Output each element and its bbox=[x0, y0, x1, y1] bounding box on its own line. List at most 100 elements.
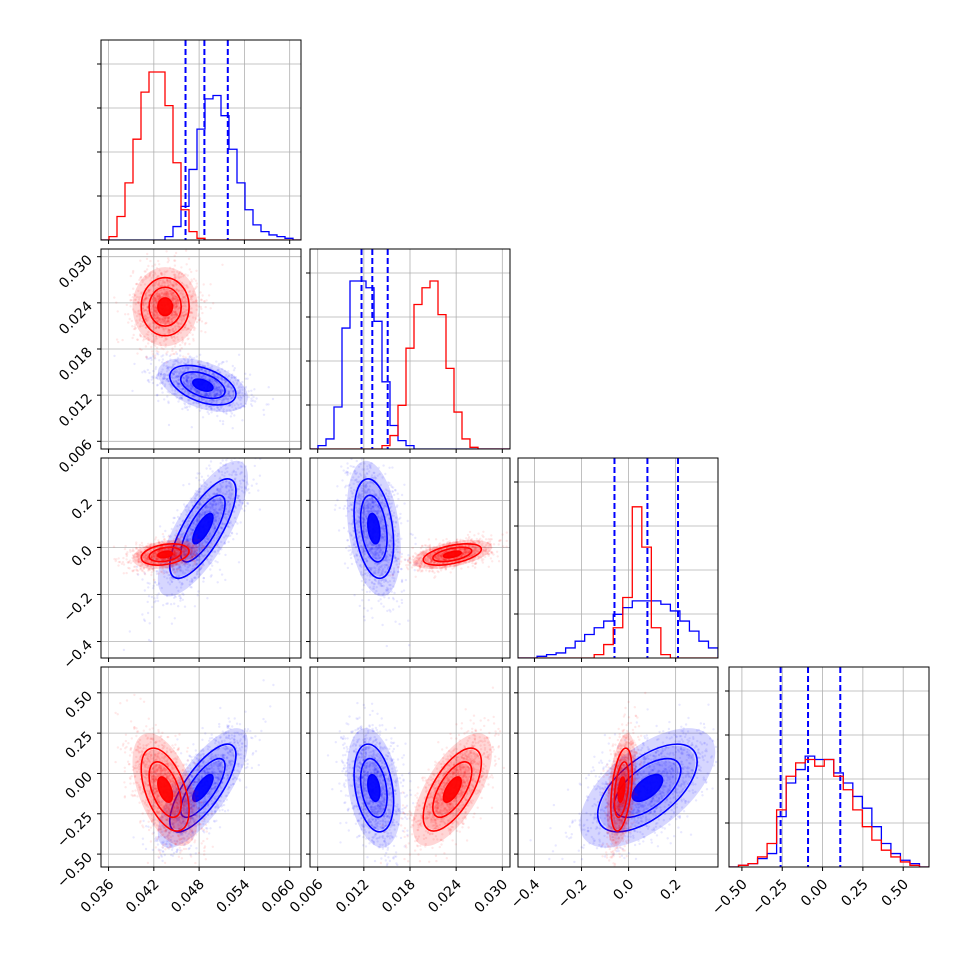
scatter-point bbox=[186, 385, 189, 388]
scatter-point bbox=[185, 284, 188, 287]
scatter-point bbox=[174, 379, 177, 383]
scatter-point bbox=[237, 392, 241, 395]
scatter-point bbox=[152, 325, 155, 328]
scatter-point bbox=[153, 296, 157, 300]
scatter-point bbox=[179, 594, 182, 598]
scatter-point bbox=[184, 389, 187, 392]
scatter-point bbox=[204, 394, 207, 397]
scatter-point bbox=[190, 298, 193, 301]
scatter-point bbox=[191, 385, 195, 389]
scatter-point bbox=[141, 320, 144, 323]
scatter-point bbox=[146, 312, 149, 315]
scatter-point bbox=[167, 366, 170, 369]
scatter-point bbox=[124, 313, 127, 316]
scatter-point bbox=[182, 310, 185, 313]
scatter-point bbox=[184, 297, 187, 301]
scatter-point bbox=[148, 274, 151, 277]
scatter-point bbox=[244, 504, 247, 508]
scatter-point bbox=[196, 389, 200, 393]
scatter-point bbox=[219, 389, 222, 392]
scatter-point bbox=[160, 381, 163, 385]
scatter-point bbox=[166, 380, 170, 383]
scatter-point bbox=[222, 398, 225, 401]
scatter-point bbox=[164, 321, 167, 325]
scatter-point bbox=[170, 375, 173, 378]
scatter-point bbox=[154, 365, 158, 369]
scatter-point bbox=[189, 385, 193, 388]
scatter-point bbox=[217, 386, 221, 389]
scatter-point bbox=[227, 390, 230, 393]
scatter-point bbox=[144, 270, 147, 273]
scatter-point bbox=[198, 317, 202, 320]
scatter-point bbox=[211, 373, 214, 376]
scatter-point bbox=[152, 343, 156, 346]
scatter-point bbox=[177, 362, 180, 365]
scatter-point bbox=[156, 295, 159, 298]
scatter-point bbox=[153, 284, 156, 287]
scatter-point bbox=[192, 375, 196, 379]
scatter-point bbox=[208, 399, 211, 403]
scatter-point bbox=[157, 326, 161, 329]
scatter-point bbox=[205, 467, 208, 470]
scatter-point bbox=[183, 376, 186, 380]
scatter-point bbox=[146, 306, 149, 309]
scatter-point bbox=[181, 367, 184, 370]
scatter-point bbox=[149, 259, 152, 263]
scatter-point bbox=[188, 290, 191, 294]
scatter-point bbox=[181, 407, 184, 411]
scatter-point bbox=[189, 388, 192, 391]
scatter-point bbox=[175, 529, 178, 532]
scatter-point bbox=[184, 273, 187, 276]
scatter-point bbox=[184, 323, 187, 327]
scatter-point bbox=[190, 388, 193, 391]
scatter-point bbox=[199, 404, 202, 407]
scatter-point bbox=[159, 293, 162, 296]
scatter-point bbox=[129, 299, 132, 302]
scatter-point bbox=[173, 259, 176, 262]
scatter-point bbox=[239, 406, 243, 409]
scatter-point bbox=[215, 385, 219, 388]
scatter-point bbox=[182, 328, 185, 331]
scatter-point bbox=[186, 367, 190, 370]
scatter-point bbox=[132, 269, 135, 273]
scatter-point bbox=[155, 301, 158, 304]
scatter-point bbox=[139, 259, 142, 262]
scatter-point bbox=[177, 382, 180, 386]
scatter-point bbox=[250, 389, 253, 392]
histogram-step bbox=[518, 506, 718, 658]
scatter-point bbox=[210, 408, 214, 411]
scatter-point bbox=[171, 349, 174, 353]
scatter-point bbox=[157, 572, 160, 575]
scatter-point bbox=[204, 322, 207, 325]
scatter-point bbox=[159, 374, 162, 377]
scatter-point bbox=[244, 372, 247, 375]
scatter-point bbox=[224, 396, 227, 400]
scatter-point bbox=[180, 291, 183, 295]
scatter-point bbox=[195, 285, 198, 288]
scatter-point bbox=[160, 373, 163, 376]
scatter-point bbox=[236, 379, 240, 382]
scatter-point bbox=[215, 375, 219, 378]
scatter-point bbox=[186, 374, 189, 378]
scatter-point bbox=[150, 573, 153, 577]
scatter-point bbox=[202, 478, 205, 482]
scatter-point bbox=[187, 376, 191, 379]
scatter-point bbox=[182, 295, 185, 299]
scatter-point bbox=[195, 390, 199, 394]
scatter-point bbox=[171, 297, 174, 300]
scatter-point bbox=[131, 299, 134, 302]
scatter-point bbox=[121, 338, 124, 342]
scatter-point bbox=[227, 392, 230, 396]
scatter-point bbox=[176, 303, 179, 306]
scatter-point bbox=[219, 390, 222, 394]
scatter-point bbox=[181, 299, 184, 303]
scatter-point bbox=[176, 356, 180, 359]
scatter-point bbox=[142, 298, 145, 301]
scatter-point bbox=[212, 400, 215, 403]
scatter-point bbox=[164, 338, 167, 341]
scatter-point bbox=[190, 307, 193, 310]
scatter-point bbox=[158, 294, 162, 298]
scatter-point bbox=[154, 376, 158, 379]
scatter-point bbox=[217, 391, 220, 394]
scatter-point bbox=[146, 252, 149, 256]
